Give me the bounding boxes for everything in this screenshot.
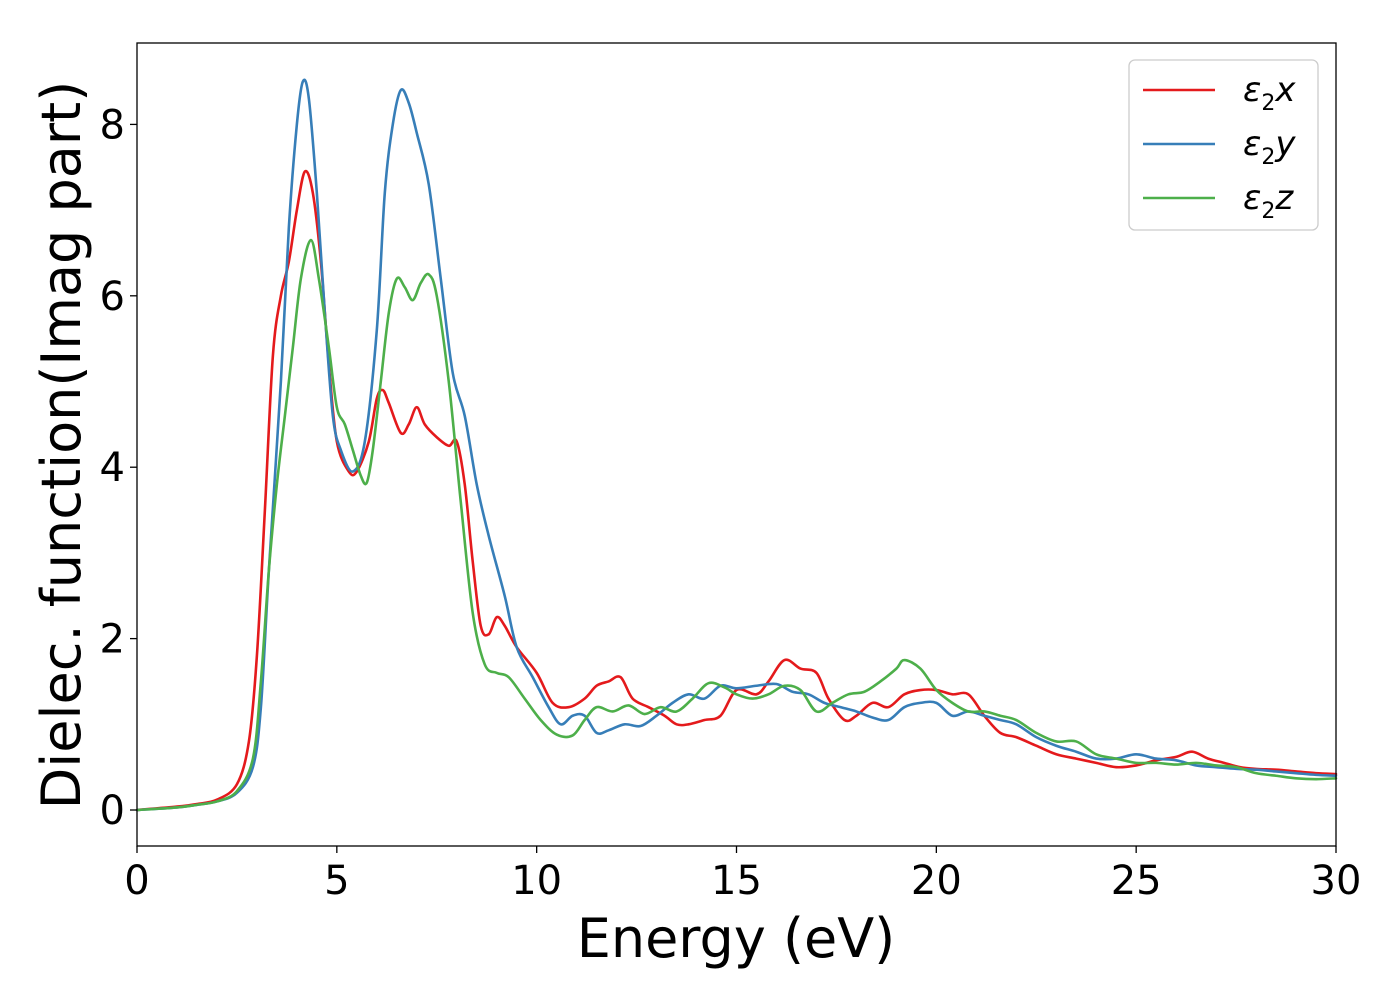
- x-tick-label: 15: [711, 858, 762, 904]
- y-tick-label: 8: [100, 102, 125, 148]
- x-tick-label: 10: [511, 858, 562, 904]
- x-tick-label: 20: [911, 858, 962, 904]
- legend-label-base: ε: [1243, 70, 1261, 110]
- y-tick-label: 0: [100, 788, 125, 834]
- legend-label-base: ε: [1243, 178, 1261, 218]
- legend-label-subscript: 2: [1261, 91, 1275, 116]
- legend-label-variable: z: [1274, 178, 1294, 218]
- x-tick-label: 30: [1311, 858, 1362, 904]
- x-axis-ticks: 0 5 10 15 20 25 30: [124, 846, 1361, 904]
- x-tick-label: 25: [1111, 858, 1162, 904]
- legend-label-variable: x: [1274, 70, 1296, 110]
- series-layer: [135, 78, 1338, 812]
- legend-label-z: ε2z: [1243, 178, 1294, 224]
- series-line-z: [135, 238, 1338, 812]
- legend-label-subscript: 2: [1261, 199, 1275, 224]
- series-line-y: [135, 78, 1338, 812]
- y-tick-label: 6: [100, 274, 125, 320]
- legend-label-variable: y: [1274, 124, 1296, 164]
- legend-box: [1128, 59, 1319, 231]
- legend-label-subscript: 2: [1261, 145, 1275, 170]
- y-tick-label: 2: [100, 617, 125, 663]
- y-tick-label: 4: [100, 445, 125, 491]
- series-line-x: [135, 169, 1338, 812]
- x-tick-label: 0: [124, 858, 149, 904]
- y-axis-ticks: 0 2 4 6 8: [100, 102, 137, 834]
- x-axis-title: Energy (eV): [577, 907, 896, 970]
- y-axis-title: Dielec. function(Imag part): [30, 81, 93, 810]
- legend-label-base: ε: [1243, 124, 1261, 164]
- legend-label-y: ε2y: [1243, 124, 1296, 170]
- legend-label-x: ε2x: [1243, 70, 1296, 116]
- x-tick-label: 5: [324, 858, 349, 904]
